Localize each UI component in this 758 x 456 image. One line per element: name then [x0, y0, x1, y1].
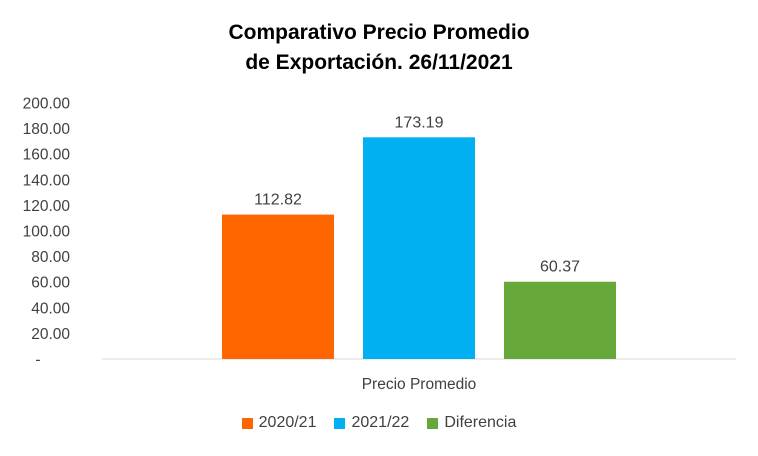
y-tick-label: 60.00 [31, 275, 70, 292]
chart-title: Comparativo Precio Promedio de Exportaci… [0, 18, 758, 78]
y-tick-label: 40.00 [31, 300, 70, 317]
legend-label-2021-22: 2021/22 [351, 414, 410, 431]
y-tick-label: 200.00 [23, 96, 71, 113]
legend-label-diferencia: Diferencia [444, 414, 517, 431]
legend-swatch-2021-22 [334, 417, 346, 429]
y-tick-label: 20.00 [31, 326, 70, 343]
legend-item-2020-21: 2020/21 [241, 414, 317, 432]
data-label: 60.37 [540, 259, 580, 276]
legend: 2020/21 2021/22 Diferencia [0, 414, 758, 432]
chart-title-line-2: de Exportación. 26/11/2021 [245, 51, 513, 74]
legend-label-2020-21: 2020/21 [258, 414, 317, 431]
y-tick-label: 180.00 [23, 121, 71, 138]
legend-swatch-2020-21 [241, 417, 253, 429]
y-tick-label: 80.00 [31, 249, 70, 266]
bar-2020-21 [222, 214, 334, 359]
data-label: 173.19 [395, 114, 444, 131]
y-tick-label: 140.00 [23, 172, 71, 189]
legend-item-diferencia: Diferencia [427, 414, 516, 432]
y-tick-label: 120.00 [23, 198, 71, 215]
legend-item-2021-22: 2021/22 [334, 414, 409, 432]
bar-2021-22 [363, 137, 475, 359]
legend-swatch-diferencia [427, 417, 439, 429]
data-label: 112.82 [254, 192, 302, 209]
chart-title-line-1: Comparativo Precio Promedio [228, 21, 530, 44]
y-tick-label: - [35, 352, 40, 369]
x-category-label: Precio Promedio [362, 376, 477, 393]
bar-diferencia [504, 281, 616, 359]
y-tick-label: 160.00 [23, 147, 71, 164]
y-tick-label: 100.00 [23, 224, 71, 241]
